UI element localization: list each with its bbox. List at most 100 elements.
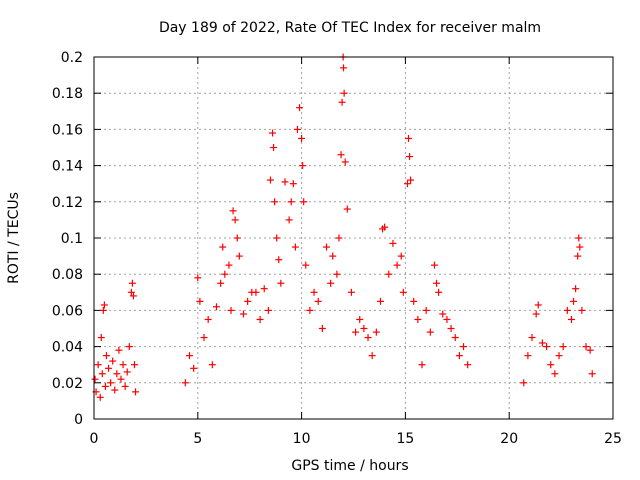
data-point <box>217 279 225 287</box>
data-point <box>397 252 405 260</box>
data-point <box>260 285 268 293</box>
data-point <box>524 352 532 360</box>
data-point <box>559 343 567 351</box>
data-point <box>333 270 341 278</box>
x-axis-label: GPS time / hours <box>291 458 408 474</box>
data-point <box>329 252 337 260</box>
data-point <box>414 315 422 323</box>
data-point <box>372 328 380 336</box>
y-tick-label: 0.04 <box>52 340 83 356</box>
data-point <box>306 306 314 314</box>
data-point <box>570 297 578 305</box>
data-point <box>293 125 301 133</box>
data-point <box>212 303 220 311</box>
data-point <box>426 328 434 336</box>
y-tick-label: 0.14 <box>52 159 83 175</box>
y-tick-label: 0.16 <box>52 122 83 138</box>
data-point <box>422 306 430 314</box>
data-point <box>555 352 563 360</box>
data-point <box>128 279 136 287</box>
data-point <box>270 144 278 151</box>
x-tick-label: 25 <box>604 431 622 447</box>
data-point <box>575 234 583 242</box>
data-point <box>586 346 594 354</box>
data-point <box>381 223 389 231</box>
data-point <box>130 361 138 369</box>
data-point <box>430 261 438 269</box>
data-point <box>91 375 99 383</box>
data-point <box>219 243 227 251</box>
data-point <box>129 292 137 300</box>
data-point <box>528 334 536 342</box>
data-point <box>341 158 349 166</box>
data-point <box>127 288 135 296</box>
data-point <box>252 288 260 296</box>
data-point <box>364 334 372 342</box>
data-point <box>221 270 229 278</box>
data-point <box>588 370 596 378</box>
plot-frame <box>93 56 614 420</box>
data-point <box>229 207 237 215</box>
data-point <box>287 198 295 206</box>
data-point <box>275 256 283 264</box>
data-point <box>200 334 208 342</box>
y-tick-label: 0.08 <box>52 267 83 283</box>
data-point <box>389 239 397 247</box>
data-point <box>94 361 102 369</box>
data-point <box>98 370 106 378</box>
data-point <box>547 361 555 369</box>
data-point <box>101 382 109 390</box>
data-point <box>302 261 310 269</box>
data-point <box>376 297 384 305</box>
data-point <box>185 352 193 360</box>
data-point <box>289 180 297 188</box>
data-point <box>534 301 542 309</box>
data-point <box>520 379 528 387</box>
data-point <box>107 379 115 387</box>
data-point <box>277 279 285 287</box>
y-tick-label: 0.1 <box>61 231 83 247</box>
data-point <box>399 288 407 296</box>
data-point <box>208 361 216 369</box>
data-point <box>310 288 318 296</box>
data-point <box>244 297 252 305</box>
data-point <box>447 325 455 332</box>
data-point <box>121 382 129 390</box>
data-point <box>385 270 393 278</box>
x-tick-label: 20 <box>500 431 518 447</box>
data-point <box>455 352 463 360</box>
y-tick-label: 0.06 <box>52 303 83 319</box>
data-point <box>356 315 364 323</box>
data-point <box>96 393 104 401</box>
data-point <box>318 325 326 332</box>
x-tick-label: 10 <box>293 431 311 447</box>
data-point <box>439 310 447 318</box>
axis-ticks <box>93 56 614 420</box>
data-point <box>368 352 376 360</box>
x-tick-label: 0 <box>90 431 99 447</box>
data-point <box>231 216 239 224</box>
data-point <box>582 343 590 351</box>
data-point <box>443 315 451 323</box>
data-point <box>410 297 418 305</box>
data-point <box>403 180 411 188</box>
data-point <box>538 339 546 347</box>
data-point <box>296 104 304 112</box>
data-point <box>100 301 108 309</box>
data-point <box>335 234 343 242</box>
data-point <box>337 151 345 159</box>
data-point <box>393 261 401 269</box>
data-point <box>196 297 204 305</box>
data-point <box>125 343 133 351</box>
data-point <box>464 361 472 369</box>
y-tick-label: 0.12 <box>52 195 83 211</box>
data-point <box>340 89 348 97</box>
data-point <box>574 252 582 260</box>
data-point <box>271 198 279 206</box>
data-point <box>239 310 247 318</box>
data-point <box>543 343 551 351</box>
data-point <box>117 375 125 383</box>
data-point <box>285 216 293 224</box>
data-point <box>343 205 351 213</box>
data-point <box>314 297 322 305</box>
